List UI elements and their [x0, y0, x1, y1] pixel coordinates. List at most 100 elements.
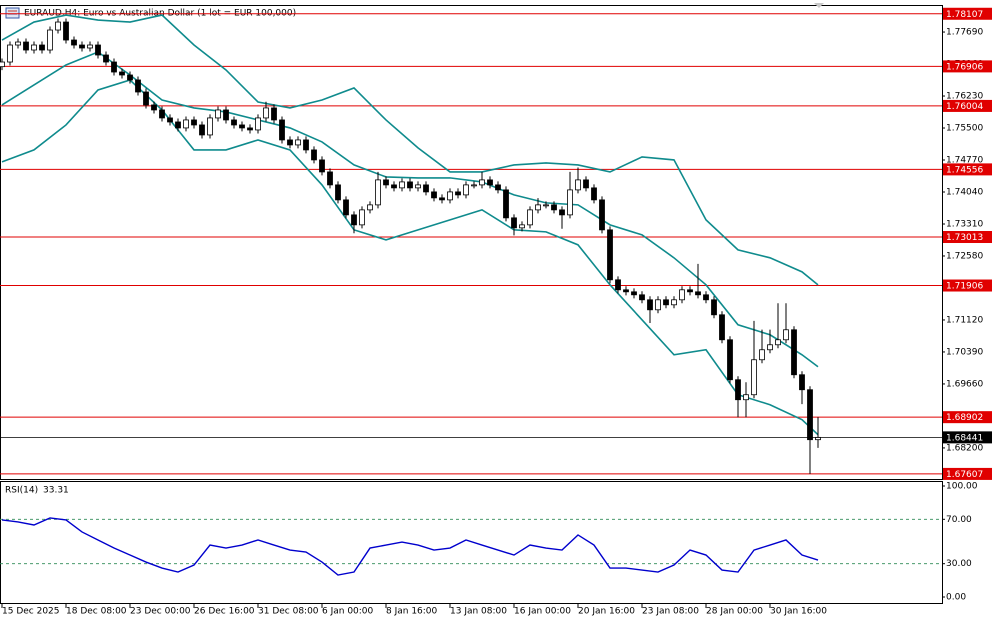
candle-body: [567, 189, 573, 216]
candle-body: [703, 294, 709, 301]
rsi-tick-label: 0.00: [946, 593, 966, 603]
y-tick-label: 1.75500: [946, 124, 983, 134]
candle-body: [711, 299, 717, 316]
y-tick-label: 1.77690: [946, 28, 983, 38]
candle-body: [615, 279, 621, 291]
rsi-line: [1, 517, 819, 576]
x-tick-label: 20 Jan 16:00: [578, 607, 635, 617]
level-label-box: [943, 411, 992, 424]
candle-body: [79, 44, 85, 49]
candle-body: [447, 191, 453, 201]
candle-body: [295, 139, 301, 146]
candle-body: [503, 189, 509, 219]
y-tick-label: 1.68200: [946, 443, 983, 453]
candle-body: [31, 44, 37, 51]
candle-body: [215, 109, 221, 119]
x-tick-label: 23 Dec 00:00: [130, 607, 191, 617]
x-tick-label: 26 Dec 16:00: [194, 607, 255, 617]
level-label: 1.68902: [946, 413, 983, 423]
candle-body: [23, 41, 29, 51]
candle-body: [415, 184, 421, 189]
y-tick-label: 1.71120: [946, 315, 983, 325]
candle-body: [527, 209, 533, 226]
x-tick-label: 15 Dec 2025: [2, 607, 60, 617]
x-tick-label: 31 Dec 08:00: [258, 607, 319, 617]
candle-body: [487, 179, 493, 186]
symbol-icon: [5, 7, 20, 19]
candle-body: [599, 199, 605, 231]
candle-body: [511, 217, 517, 229]
candle-body: [175, 121, 181, 129]
candle-body: [247, 127, 253, 131]
candle-body: [583, 179, 589, 189]
candle-body: [727, 339, 733, 381]
candle-body: [479, 179, 485, 186]
candle-body: [807, 389, 813, 441]
candle-body: [0, 61, 5, 68]
candle-body: [311, 149, 317, 161]
candle-body: [159, 109, 165, 119]
level-label-box: [943, 60, 992, 73]
x-tick-label: 23 Jan 08:00: [642, 607, 699, 617]
level-label: 1.76906: [946, 62, 983, 72]
y-tick-label: 1.74770: [946, 156, 983, 166]
x-tick-label: 8 Jan 16:00: [386, 607, 438, 617]
candle-body: [687, 289, 693, 293]
candle-body: [39, 44, 45, 51]
x-tick-label: 30 Jan 16:00: [770, 607, 827, 617]
x-tick-label: 16 Jan 00:00: [514, 607, 571, 617]
candle-body: [47, 29, 53, 51]
level-label: 1.71906: [946, 282, 983, 292]
x-tick-label: 28 Jan 00:00: [706, 607, 763, 617]
candle-body: [543, 204, 549, 207]
candle-body: [695, 291, 701, 296]
shift-marker: [814, 3, 824, 8]
candle-body: [343, 199, 349, 216]
level-label: 1.78107: [946, 10, 983, 20]
level-label-box: [943, 7, 992, 20]
candle-body: [751, 359, 757, 396]
candle-body: [263, 107, 269, 119]
candle-body: [223, 109, 229, 121]
level-label: 1.73013: [946, 233, 983, 243]
candle-body: [287, 139, 293, 146]
y-tick-label: 1.76230: [946, 92, 983, 102]
candle-body: [55, 21, 61, 31]
candle-body: [383, 179, 389, 186]
price-pane-frame: [0, 5, 943, 480]
candle-body: [239, 124, 245, 129]
y-tick-label: 1.72580: [946, 251, 983, 261]
candle-body: [631, 291, 637, 296]
candle-body: [319, 159, 325, 173]
y-tick-label: 1.74040: [946, 187, 983, 197]
candle-body: [95, 44, 101, 56]
candle-body: [791, 329, 797, 376]
candle-body: [463, 184, 469, 196]
candle-body: [639, 294, 645, 301]
rsi-last-value: 33.31: [43, 486, 69, 496]
candle-body: [575, 179, 581, 191]
level-label: 1.67607: [946, 470, 983, 480]
candle-body: [663, 299, 669, 306]
candle-body: [71, 39, 77, 46]
candle-body: [431, 191, 437, 199]
level-label: 1.76004: [946, 102, 983, 112]
candle-body: [303, 139, 309, 151]
candle-body: [655, 299, 661, 311]
level-label-box: [943, 163, 992, 176]
candle-body: [783, 329, 789, 341]
candle-body: [119, 71, 125, 76]
y-tick-label: 1.69660: [946, 379, 983, 389]
candle-body: [143, 91, 149, 106]
candle-body: [87, 44, 93, 49]
candle-body: [327, 171, 333, 186]
candle-body: [535, 204, 541, 211]
candle-body: [439, 197, 445, 201]
level-label-box: [943, 279, 992, 292]
candle-body: [471, 184, 477, 187]
candle-body: [127, 74, 133, 81]
candle-body: [335, 184, 341, 201]
candle-body: [135, 79, 141, 93]
